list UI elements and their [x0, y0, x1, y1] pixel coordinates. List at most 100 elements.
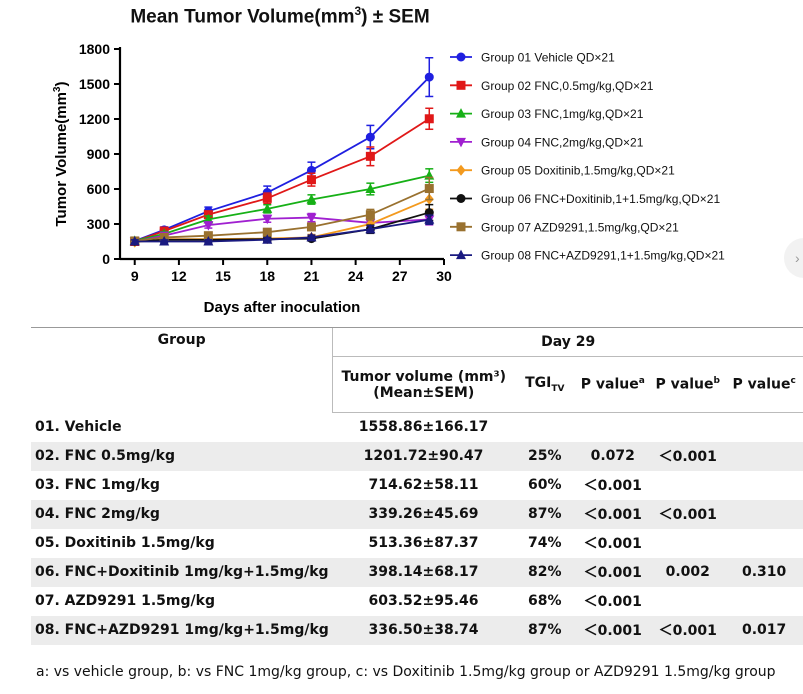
x-tick-label: 21 — [304, 268, 320, 284]
tumor-volume-chart: 0 300 600 900 1200 1500 1800 9 12 15 18 21 24 27 30 Day… — [52, 41, 725, 316]
y-tick-label: 600 — [87, 181, 111, 197]
data-point — [306, 175, 316, 185]
cell-pvalue-b: ＜0.001 — [650, 615, 726, 645]
data-point — [203, 236, 214, 246]
cell-group: 06. FNC+Doxitinib 1mg/kg+1.5mg/kg — [31, 557, 333, 587]
data-point — [424, 114, 434, 124]
data-point — [365, 132, 375, 142]
cell-pvalue-c: 0.017 — [725, 615, 803, 645]
col-header-day: Day 29 — [332, 327, 803, 357]
data-point — [262, 193, 272, 203]
cell-pvalue-b — [650, 471, 725, 500]
x-tick-label: 30 — [436, 268, 452, 284]
legend-marker — [456, 222, 466, 232]
legend-entry: Group 02 FNC,0.5mg/kg,QD×21 — [481, 79, 654, 93]
cell-pvalue-b — [650, 529, 725, 558]
data-point — [424, 72, 434, 82]
x-tick-label: 9 — [131, 268, 139, 284]
cell-pvalue-a: ＜0.001 — [583, 594, 642, 610]
cell-tgi: 60% — [528, 477, 562, 493]
x-axis-label: Days after inoculation — [204, 299, 361, 316]
x-tick-label: 27 — [392, 268, 408, 284]
legend-entry: Group 05 Doxitinib,1.5mg/kg,QD×21 — [481, 164, 675, 178]
data-point — [365, 210, 375, 220]
x-tick-label: 15 — [215, 268, 231, 284]
cell-group: 03. FNC 1mg/kg — [35, 477, 160, 493]
cell-volume: 603.52±95.46 — [368, 593, 479, 609]
cell-pvalue-b — [650, 587, 725, 616]
next-page-button[interactable] — [784, 238, 803, 278]
y-tick-label: 1800 — [79, 41, 110, 57]
data-point — [262, 234, 273, 244]
legend-entry: Group 07 AZD9291,1.5mg/kg,QD×21 — [481, 220, 679, 234]
cell-tgi: 68% — [528, 593, 562, 609]
cell-pvalue-a — [575, 413, 650, 442]
legend-marker — [456, 108, 466, 118]
data-point — [262, 214, 273, 225]
results-table: Group Day 29 Tumor volume (mm³) (Mean±SE… — [31, 327, 803, 645]
cell-tgi: 82% — [514, 557, 576, 587]
col-header-volume: Tumor volume (mm³) (Mean±SEM) — [332, 356, 515, 413]
legend-marker — [456, 52, 466, 62]
y-tick-label: 300 — [87, 216, 111, 232]
cell-volume: 1558.86±166.17 — [358, 419, 489, 436]
cell-group: 02. FNC 0.5mg/kg — [31, 441, 333, 471]
legend-marker — [456, 137, 466, 148]
x-tick-label: 24 — [348, 268, 364, 284]
data-point — [424, 214, 435, 224]
data-point — [306, 194, 317, 204]
series-8 — [129, 214, 435, 246]
data-point — [203, 231, 213, 241]
table-row: 03. FNC 1mg/kg 714.62±58.11 60% ＜0.001 — [31, 471, 803, 500]
table-row: 08. FNC+AZD9291 1mg/kg+1.5mg/kg 336.50±38… — [31, 615, 803, 645]
cell-volume: 714.62±58.11 — [368, 477, 479, 493]
data-point — [365, 151, 375, 161]
cell-pvalue-a: ＜0.001 — [575, 499, 651, 529]
legend-marker — [456, 164, 466, 176]
legend-entry: Group 01 Vehicle QD×21 — [481, 51, 615, 65]
table-footnote: a: vs vehicle group, b: vs FNC 1mg/kg gr… — [36, 664, 776, 680]
data-point — [306, 231, 317, 242]
col-header-group: Group — [31, 327, 333, 413]
figure-title: Mean Tumor Volume(mm3) ± SEM — [130, 4, 430, 28]
table-row: 07. AZD9291 1.5mg/kg 603.52±95.46 68% ＜0.00… — [31, 587, 803, 616]
cell-pvalue-c — [725, 529, 803, 558]
series-7 — [130, 176, 434, 246]
cell-pvalue-a: ＜0.001 — [583, 478, 642, 494]
legend-marker — [456, 249, 466, 260]
legend-entry: Group 03 FNC,1mg/kg,QD×21 — [481, 107, 644, 121]
cell-group: 05. Doxitinib 1.5mg/kg — [35, 535, 215, 551]
y-axis-label: Tumor Volume(mm3) — [52, 81, 70, 226]
cell-pvalue-a: ＜0.001 — [583, 536, 642, 552]
table-row: 01. Vehicle 1558.86±166.17 — [31, 413, 803, 442]
legend-entry: Group 04 FNC,2mg/kg,QD×21 — [481, 135, 644, 149]
table-row: 05. Doxitinib 1.5mg/kg 513.36±87.37 74% ＜0.… — [31, 529, 803, 558]
data-point — [262, 227, 272, 237]
data-point — [203, 213, 214, 224]
data-point — [306, 222, 316, 232]
cell-tgi: 25% — [514, 441, 576, 471]
chevron-right-icon[interactable]: › — [795, 250, 800, 266]
cell-pvalue-a: ＜0.001 — [575, 615, 651, 645]
cell-pvalue-c — [725, 471, 803, 500]
cell-pvalue-c — [725, 441, 803, 471]
y-tick-label: 0 — [102, 251, 110, 267]
cell-pvalue-c — [725, 499, 803, 529]
data-point — [365, 223, 376, 234]
cell-pvalue-c: 0.310 — [725, 557, 803, 587]
legend-marker — [456, 194, 466, 203]
cell-pvalue-b: 0.002 — [650, 557, 726, 587]
cell-pvalue-c — [725, 413, 803, 442]
data-point — [159, 236, 170, 246]
legend-entry: Group 08 FNC+AZD9291,1+1.5mg/kg,QD×21 — [481, 249, 725, 263]
cell-volume: 339.26±45.69 — [332, 499, 515, 529]
cell-pvalue-b: ＜0.001 — [650, 441, 726, 471]
cell-volume: 336.50±38.74 — [332, 615, 515, 645]
table-row: 04. FNC 2mg/kg 339.26±45.69 87% ＜0.001 ＜0.00… — [31, 499, 803, 529]
y-tick-label: 1500 — [79, 76, 110, 92]
cell-tgi: 74% — [528, 535, 562, 551]
cell-pvalue-b — [650, 413, 725, 442]
data-point — [365, 183, 376, 193]
legend-entry: Group 06 FNC+Doxitinib,1+1.5mg/kg,QD×21 — [481, 192, 720, 206]
cell-tgi: 87% — [514, 499, 576, 529]
